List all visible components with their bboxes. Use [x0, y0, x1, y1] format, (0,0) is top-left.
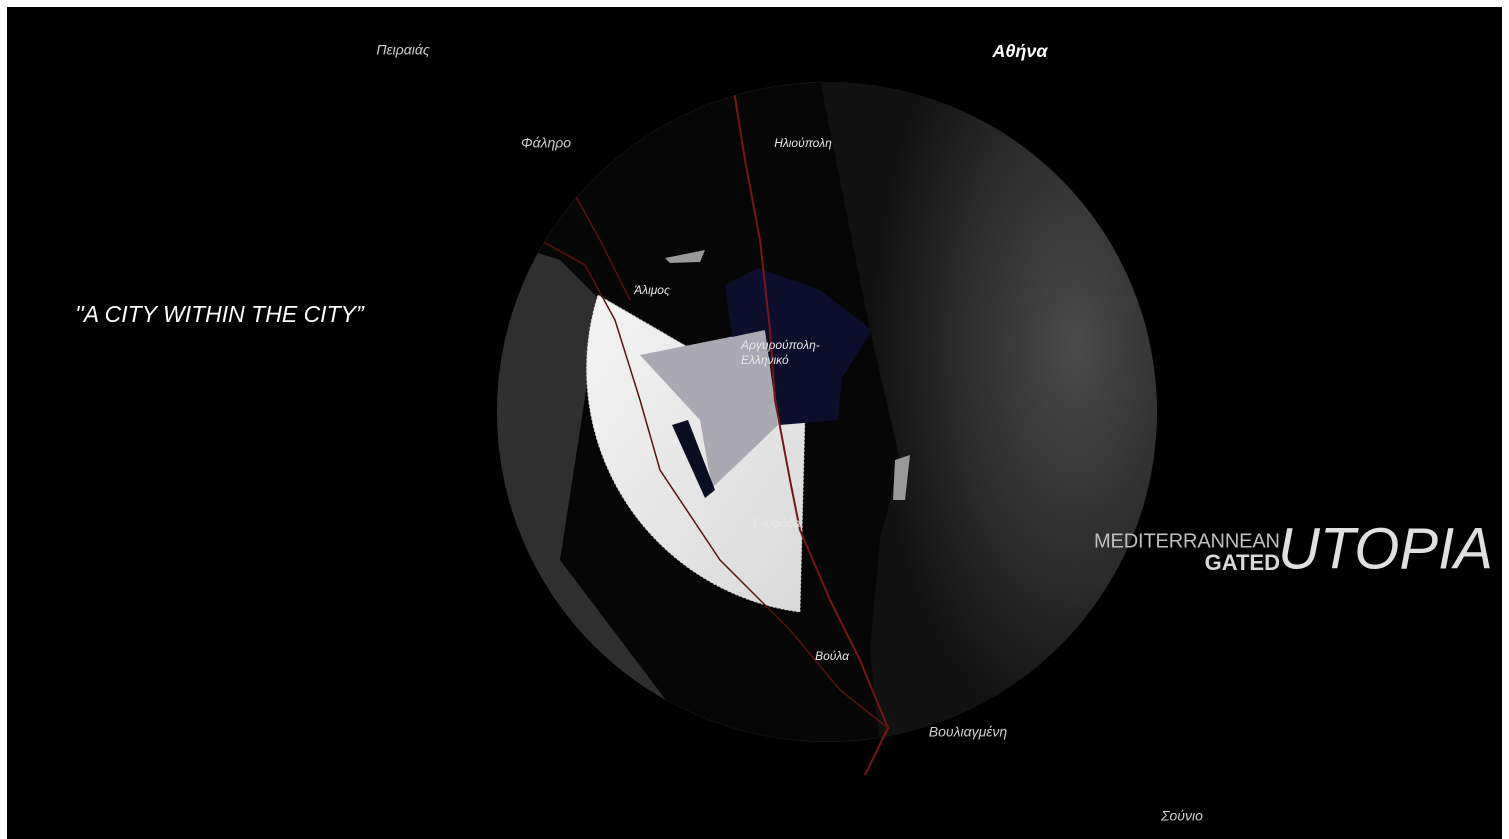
road — [732, 84, 890, 742]
quote: ''A CITY WITHIN THE CITY” — [75, 301, 365, 327]
place-label: Σούνιο — [1160, 808, 1203, 824]
gated-zone — [640, 330, 778, 488]
place-label: Πειραιάς — [376, 42, 430, 58]
road — [574, 194, 631, 301]
strip — [672, 420, 715, 498]
title-main: UTOPIA — [1278, 516, 1493, 581]
argyroupoli-zone — [725, 268, 872, 425]
place-label: Ηλιούπολη — [774, 136, 832, 150]
place-label: Αργυρούπολη- — [740, 338, 820, 352]
road — [864, 727, 889, 776]
patch — [893, 455, 910, 500]
terrain — [820, 82, 1157, 742]
title-line1: MEDITERRANNEAN — [1094, 530, 1280, 552]
title-line2: GATED — [1205, 550, 1280, 575]
place-label: Ελληνικό — [741, 353, 789, 367]
place-label: Αθήνα — [991, 41, 1048, 61]
road — [539, 239, 889, 729]
map-disc — [497, 82, 1157, 742]
place-label: Φάληρο — [521, 135, 571, 151]
place-label: Βουλιαγμένη — [929, 724, 1008, 740]
place-label: Γλυφάδα — [753, 516, 801, 530]
patch — [665, 250, 705, 263]
place-label: Άλιμος — [633, 283, 670, 297]
place-label: Βούλα — [815, 649, 850, 663]
